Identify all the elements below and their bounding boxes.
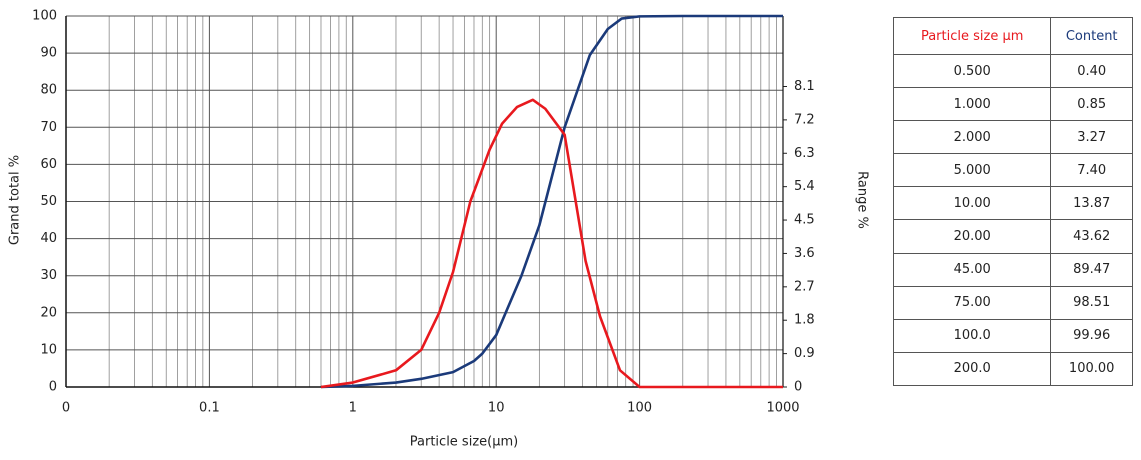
data-table: Particle size μm Content 0.500 0.40 1.000 0.8… xyxy=(892,17,1133,387)
header-cell: Content xyxy=(1050,17,1133,55)
table-cell: 75.00 xyxy=(892,285,1052,320)
table-cell: 2.000 xyxy=(892,120,1052,155)
y-tick-label: 20 xyxy=(40,305,57,320)
y-tick-label: 90 xyxy=(40,46,57,61)
table-row: 2.000 3.27 xyxy=(892,120,1133,155)
table-cell: 13.87 xyxy=(1050,186,1133,221)
y-tick-label: 30 xyxy=(40,268,57,283)
table-header-row: Particle size μm Content xyxy=(892,17,1133,55)
y2-tick-label: 5.4 xyxy=(794,179,815,194)
table-cell: 0.85 xyxy=(1050,87,1133,122)
table-row: 20.00 43.62 xyxy=(892,219,1133,254)
y-axis-title: Grand total % xyxy=(8,155,23,245)
table-cell: 200.0 xyxy=(892,351,1052,387)
data-line xyxy=(320,98,783,389)
table-row: 5.000 7.40 xyxy=(892,153,1133,188)
table-cell: 98.51 xyxy=(1050,285,1133,320)
table-cell: 89.47 xyxy=(1050,252,1133,287)
x-tick-label: 10 xyxy=(488,401,505,416)
chart: Particle size(μm) Grand total % Range % … xyxy=(8,9,870,450)
y2-tick-label: 1.8 xyxy=(794,313,815,328)
y2-tick-label: 6.3 xyxy=(794,146,815,161)
y-tick-label: 60 xyxy=(40,157,57,172)
table-cell: 20.00 xyxy=(892,219,1052,254)
table-row: 1.000 0.85 xyxy=(892,87,1133,122)
table-cell: 100.00 xyxy=(1050,351,1133,387)
table-row: 75.00 98.51 xyxy=(892,285,1133,320)
y-tick-label: 0 xyxy=(49,380,57,395)
table-row: 200.0 100.00 xyxy=(892,351,1133,387)
x-axis-title: Particle size(μm) xyxy=(410,435,518,450)
table-row: 10.00 13.87 xyxy=(892,186,1133,221)
x-tick-label: 0.1 xyxy=(199,401,220,416)
y-tick-label: 100 xyxy=(32,9,57,24)
header-cell: Particle size μm xyxy=(892,17,1052,55)
x-tick-label: 100 xyxy=(627,401,652,416)
y-tick-label: 40 xyxy=(40,231,57,246)
table-cell: 5.000 xyxy=(892,153,1052,188)
table-cell: 1.000 xyxy=(892,87,1052,122)
y-tick-label: 80 xyxy=(40,83,57,98)
y-tick-label: 50 xyxy=(40,194,57,209)
table-row: 0.500 0.40 xyxy=(892,53,1133,89)
data-line xyxy=(320,14,783,389)
y2-tick-label: 2.7 xyxy=(794,279,815,294)
y2-tick-label: 3.6 xyxy=(794,246,815,261)
y-tick-label: 70 xyxy=(40,120,57,135)
table-cell: 7.40 xyxy=(1050,153,1133,188)
table-cell: 99.96 xyxy=(1050,318,1133,353)
table-cell: 43.62 xyxy=(1050,219,1133,254)
x-tick-label: 1000 xyxy=(766,401,799,416)
y2-tick-label: 7.2 xyxy=(794,112,815,127)
y2-tick-label: 0 xyxy=(794,380,802,395)
y2-tick-label: 8.1 xyxy=(794,79,815,94)
table-row: 45.00 89.47 xyxy=(892,252,1133,287)
y2-tick-label: 4.5 xyxy=(794,213,815,228)
y-tick-label: 10 xyxy=(40,342,57,357)
table-cell: 45.00 xyxy=(892,252,1052,287)
table-cell: 100.0 xyxy=(892,318,1052,353)
table-cell: 0.500 xyxy=(892,53,1052,89)
table-cell: 10.00 xyxy=(892,186,1052,221)
table-cell: 0.40 xyxy=(1050,53,1133,89)
y2-axis-title: Range % xyxy=(855,171,870,229)
y2-tick-label: 0.9 xyxy=(794,346,815,361)
table-cell: 3.27 xyxy=(1050,120,1133,155)
x-tick-label: 1 xyxy=(349,401,357,416)
table-row: 100.0 99.96 xyxy=(892,318,1133,353)
x-tick-label: 0 xyxy=(62,401,70,416)
